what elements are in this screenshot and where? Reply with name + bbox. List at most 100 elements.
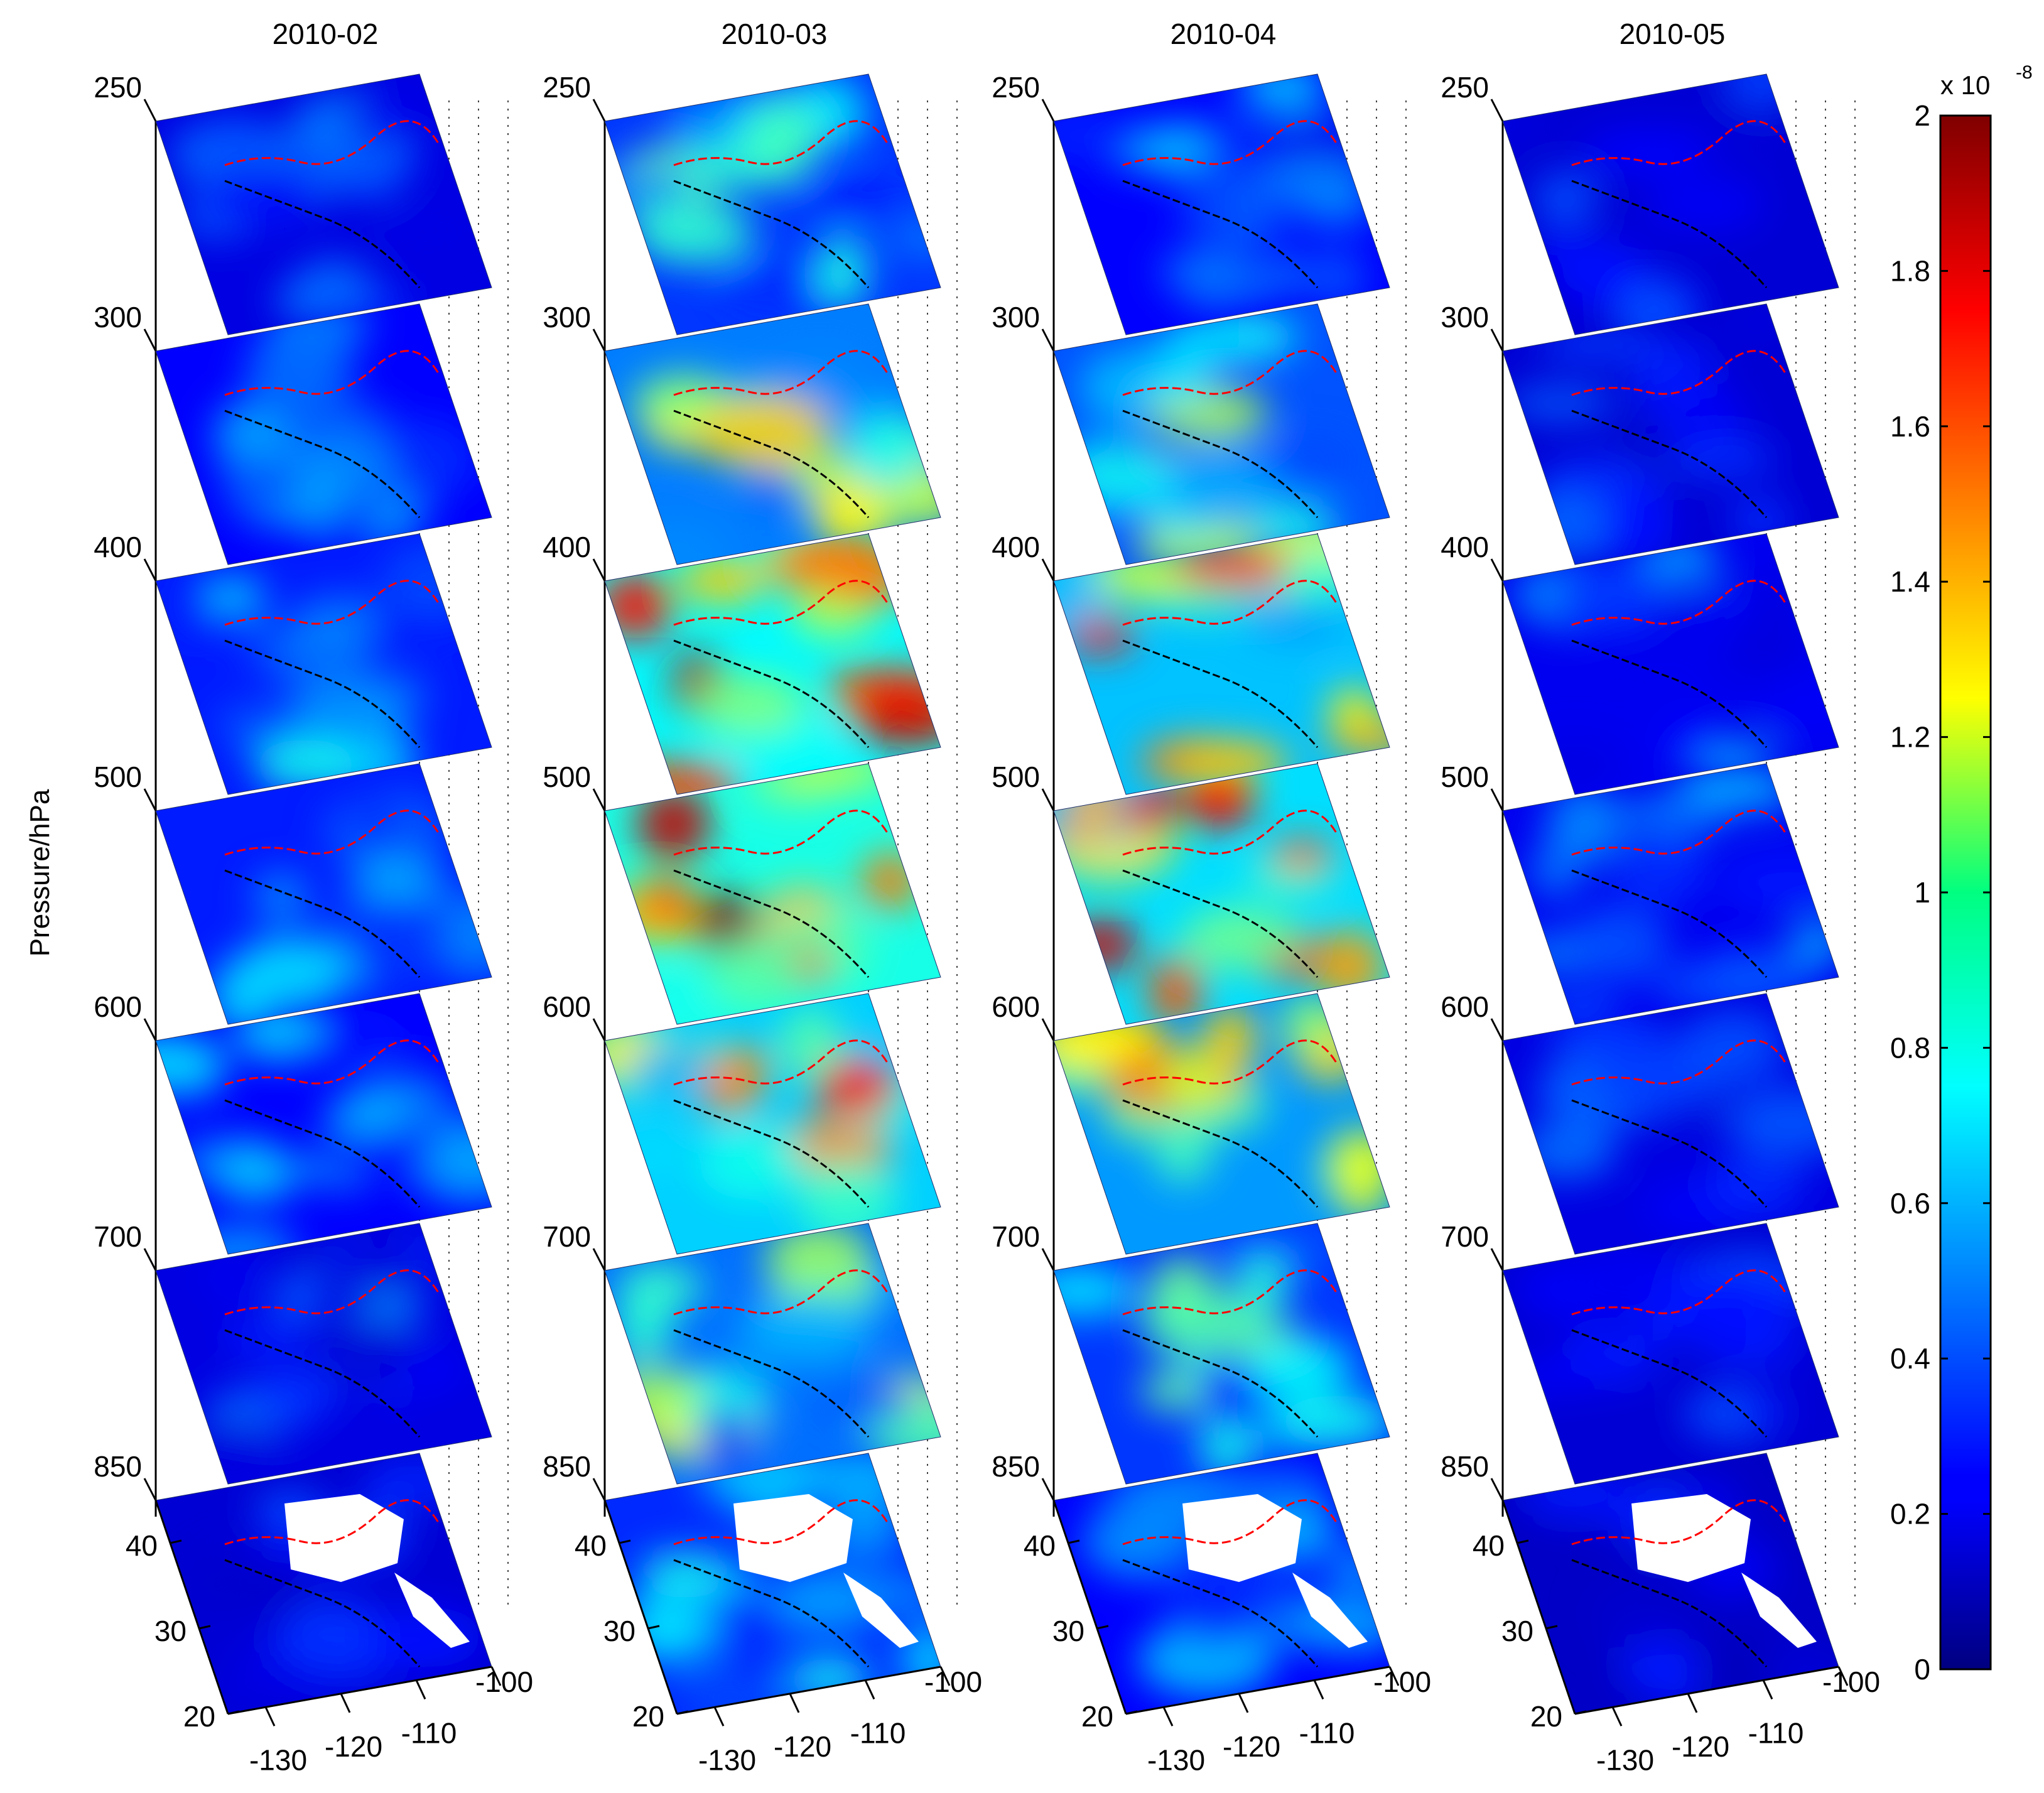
- field-blob: [1747, 576, 1810, 639]
- boundary-black: [1122, 1559, 1319, 1667]
- level-label: 600: [543, 990, 591, 1023]
- layer-outline: [1053, 303, 1390, 565]
- field-blob: [699, 1403, 754, 1480]
- field-blob: [213, 1147, 300, 1202]
- layer-600: [1503, 994, 1839, 1254]
- field-blob: [813, 1058, 899, 1117]
- level-tick: [1490, 1248, 1504, 1271]
- level-tick: [1490, 1478, 1504, 1501]
- terrain-mask: [394, 1573, 470, 1648]
- field-blob: [862, 421, 941, 460]
- lon-tick: [1837, 1666, 1849, 1686]
- boundary-black: [1571, 1099, 1768, 1208]
- boundary-black: [1122, 639, 1319, 748]
- boundary-black: [1122, 1329, 1319, 1438]
- field-blob: [1522, 490, 1609, 561]
- field-blob: [816, 234, 868, 310]
- field-blob: [1503, 1359, 1607, 1395]
- layer-outline: [1502, 73, 1839, 335]
- level-label: 850: [992, 1450, 1040, 1483]
- lat-tick-label: 20: [1081, 1700, 1113, 1733]
- field-blob: [1137, 1624, 1275, 1697]
- lat-tick: [1574, 1710, 1587, 1715]
- colorbar-tick-label: 1.2: [1890, 721, 1930, 754]
- field-blob: [347, 862, 448, 899]
- field-blob: [615, 1287, 673, 1363]
- layer-500: [156, 764, 492, 1024]
- field-blob: [1718, 629, 1807, 679]
- layer-outline: [155, 303, 492, 565]
- field-blob: [860, 852, 921, 910]
- field-blob: [210, 578, 264, 617]
- field-blob: [378, 212, 481, 249]
- layer-field: [605, 1223, 941, 1480]
- layer-outline: [604, 763, 941, 1025]
- field-blob: [1552, 560, 1668, 634]
- field-blob: [1245, 1338, 1354, 1396]
- field-blob: [1528, 844, 1582, 899]
- lat-tick: [619, 1539, 631, 1544]
- lat-tick: [647, 1625, 660, 1630]
- field-blob: [706, 940, 806, 1009]
- field-blob: [1738, 1393, 1793, 1426]
- layer-outline: [1502, 303, 1839, 565]
- boundary-red: [224, 120, 440, 166]
- field-blob: [1722, 857, 1839, 907]
- field-blob: [1503, 386, 1616, 420]
- panel-2010-04: 2010-04 250 300 400 500 600 700 850 20 30 40 -130 -1…: [992, 18, 1431, 1776]
- layer-outline: [155, 1223, 492, 1485]
- field-blob: [1707, 1453, 1834, 1494]
- lat-tick-label: 40: [126, 1529, 158, 1562]
- field-blob: [639, 1553, 731, 1586]
- field-blob: [1221, 173, 1279, 251]
- boundary-red: [673, 580, 889, 626]
- field-blob: [359, 952, 413, 997]
- lat-tick: [676, 1710, 689, 1715]
- level-label: 300: [94, 301, 142, 333]
- boundary-red: [1122, 120, 1338, 166]
- level-tick: [1490, 99, 1504, 122]
- boundary-red: [1122, 1269, 1338, 1316]
- lat-tick: [198, 1625, 211, 1630]
- field-blob: [1722, 74, 1803, 109]
- field-blob: [781, 1007, 841, 1079]
- lon-tick-label: -110: [1748, 1716, 1804, 1749]
- lat-tick: [1517, 1539, 1529, 1544]
- lon-tick-label: -100: [475, 1666, 533, 1698]
- level-label: 700: [992, 1220, 1040, 1253]
- layer-field: [605, 1007, 919, 1242]
- lat-tick-label: 30: [1052, 1615, 1084, 1647]
- layer-300: [605, 304, 941, 565]
- field-blob: [1167, 1580, 1267, 1645]
- lon-tick-label: -100: [924, 1666, 982, 1698]
- boundary-black: [673, 639, 870, 748]
- layer-250: [156, 74, 492, 335]
- colorbar-exponent-base: x 10: [1940, 70, 1990, 100]
- field-blob: [328, 891, 452, 965]
- lat-tick: [227, 1710, 240, 1715]
- level-label: 250: [543, 71, 591, 104]
- boundary-black: [673, 869, 870, 978]
- field-blob: [1164, 446, 1279, 523]
- field-blob: [631, 202, 755, 266]
- field-blob: [188, 1554, 324, 1612]
- field-blob: [1140, 1287, 1259, 1358]
- field-blob: [295, 257, 373, 317]
- level-label: 500: [543, 761, 591, 793]
- field-blob: [273, 1274, 325, 1320]
- lat-tick-label: 40: [1024, 1529, 1056, 1562]
- layer-400: [1054, 534, 1390, 794]
- colorbar-tick-label: 1: [1914, 876, 1930, 909]
- field-blob: [322, 1098, 413, 1132]
- level-tick: [143, 99, 157, 122]
- boundary-red: [673, 1269, 889, 1316]
- colorbar-tick-label: 1.8: [1890, 254, 1930, 287]
- terrain-mask: [1292, 1573, 1368, 1648]
- level-tick: [143, 788, 157, 811]
- lon-tick: [415, 1679, 426, 1700]
- layer-400: [156, 534, 492, 794]
- lat-axis: [1052, 1500, 1127, 1714]
- lon-tick-label: -110: [401, 1716, 457, 1749]
- level-tick: [143, 328, 157, 352]
- field-blob: [1279, 1395, 1390, 1446]
